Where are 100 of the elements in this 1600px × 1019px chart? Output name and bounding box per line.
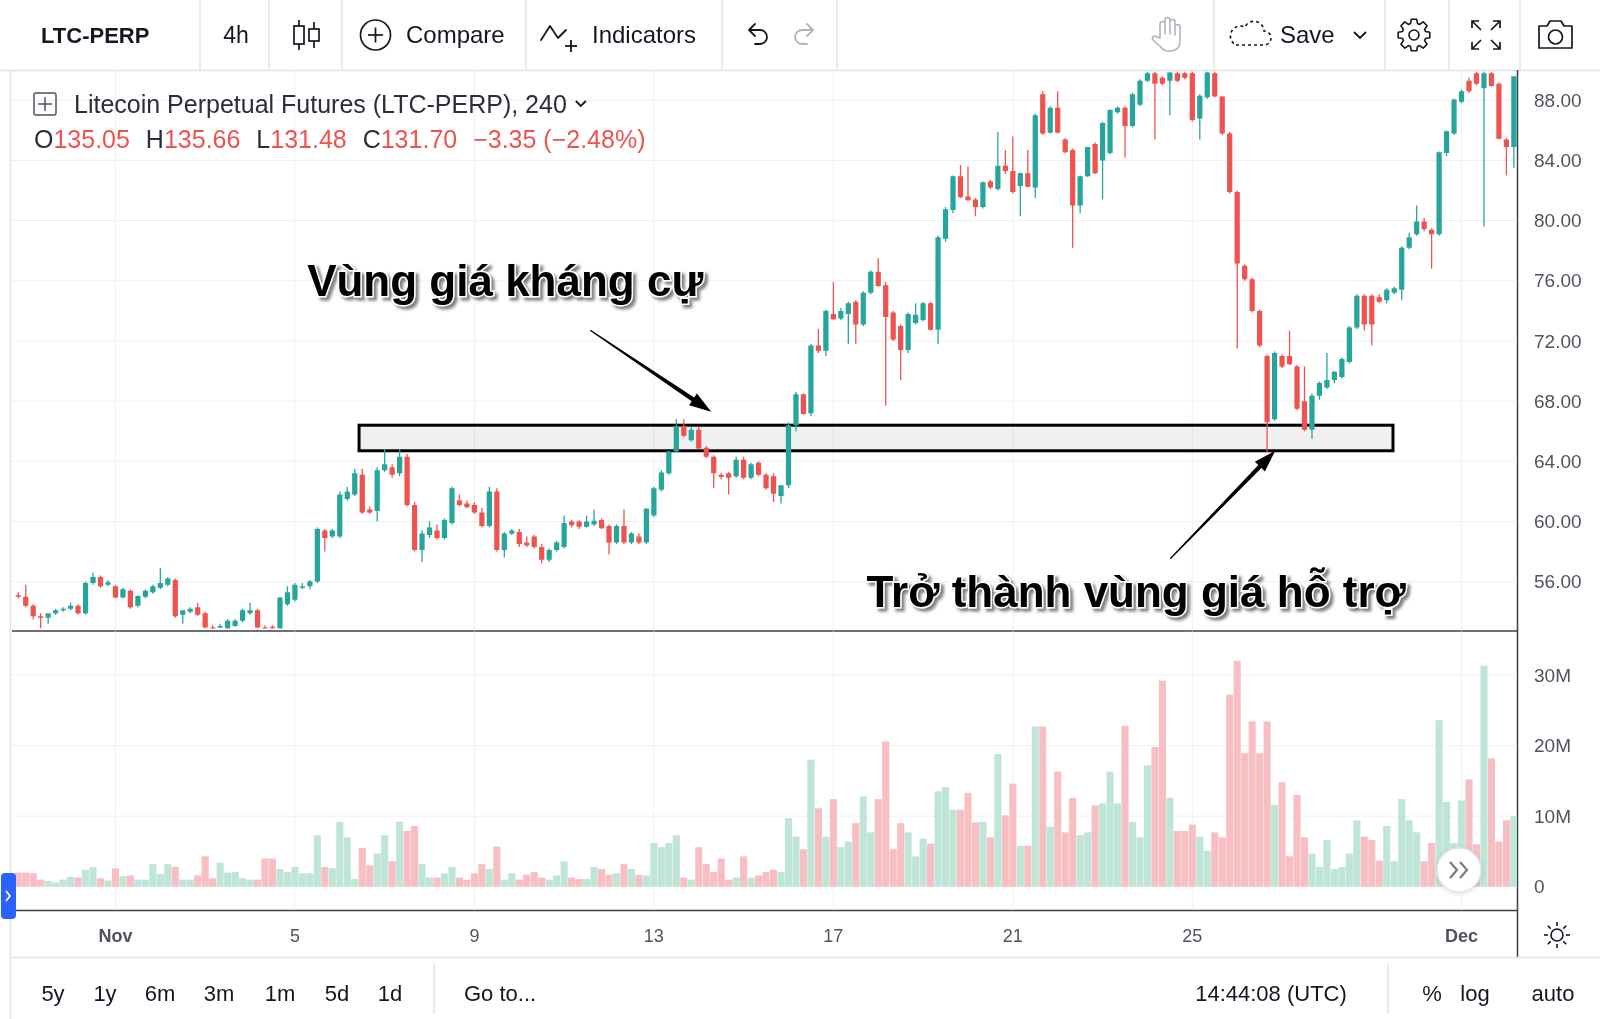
bar: [612, 873, 621, 887]
bar: [1039, 726, 1047, 887]
candlestick: [1436, 151, 1442, 236]
bar: [799, 849, 807, 887]
annotation: Vùng giá kháng cự: [307, 256, 704, 306]
bar: [126, 875, 134, 887]
bar: [1046, 826, 1054, 887]
bar: [979, 821, 987, 887]
bar: [1166, 797, 1174, 887]
bar: [747, 877, 755, 887]
text: Go to...: [464, 981, 537, 1006]
x-tick-label: Nov: [98, 926, 133, 946]
bar: [807, 759, 815, 887]
bar: [620, 864, 628, 887]
text: 1d: [377, 981, 403, 1006]
text: %: [1422, 981, 1442, 1006]
candlestick: [389, 464, 395, 478]
candlestick: [105, 580, 111, 587]
y-tick-label: 64.00: [1534, 450, 1582, 472]
bar: [396, 821, 404, 887]
y-tick-label: 68.00: [1534, 390, 1582, 412]
candlestick: [1264, 354, 1270, 453]
text: log: [1460, 981, 1490, 1006]
candlestick: [404, 453, 410, 507]
y-tick-label: 30M: [1534, 664, 1571, 686]
text: O135.05 H135.66 L131.48 C131.70 −3.35 (−2.48%): [34, 125, 646, 153]
candlestick: [292, 583, 298, 602]
candlestick: [995, 131, 1001, 191]
candlestick: [935, 235, 941, 344]
candlestick: [449, 486, 455, 525]
candlestick: [621, 509, 627, 545]
bar: [1121, 725, 1129, 887]
candlestick: [651, 486, 657, 517]
y-tick-label: 0: [1534, 876, 1545, 898]
candlestick: [419, 530, 425, 563]
text: 4h: [223, 22, 249, 48]
candlestick: [1152, 71, 1158, 140]
text: Indicators: [592, 21, 697, 48]
y-tick-label: 10M: [1534, 805, 1571, 827]
bar: [822, 836, 830, 887]
bar: [96, 878, 105, 887]
text: Save: [1280, 21, 1335, 48]
candlestick: [748, 462, 754, 480]
text: auto: [1531, 981, 1575, 1006]
candlestick: [1294, 365, 1300, 411]
y-tick-label: 56.00: [1534, 571, 1582, 593]
text: 3m: [203, 981, 235, 1006]
candlestick: [1107, 109, 1113, 155]
candlestick: [1451, 98, 1457, 135]
candlestick: [1324, 353, 1330, 390]
bar: [1016, 845, 1024, 887]
bar: [74, 877, 82, 887]
bar: [814, 808, 822, 887]
bar: [986, 837, 994, 887]
text: 14:44:08 (UTC): [1195, 981, 1347, 1006]
text: LTC-PERP: [41, 23, 150, 48]
candlestick: [307, 580, 313, 590]
candlestick: [479, 507, 485, 528]
y-tick-label: 20M: [1534, 735, 1571, 757]
x-tick-label: Dec: [1445, 926, 1479, 946]
bar: [111, 868, 119, 887]
bar: [119, 876, 127, 887]
candlestick: [763, 473, 769, 490]
bar: [1480, 665, 1488, 887]
bar: [635, 874, 643, 887]
candlestick: [980, 181, 986, 209]
y-tick-label: 76.00: [1534, 270, 1582, 292]
candlestick: [45, 613, 51, 624]
candlestick: [1496, 82, 1502, 140]
candlestick: [793, 392, 799, 432]
y-tick-label: 84.00: [1534, 150, 1582, 172]
candlestick: [434, 524, 440, 540]
candlestick: [247, 602, 253, 615]
bar: [994, 753, 1002, 887]
x-tick-label: 25: [1182, 926, 1203, 946]
candlestick: [1481, 71, 1487, 227]
candlestick: [277, 596, 283, 629]
y-tick-label: 60.00: [1534, 511, 1582, 533]
candlestick: [262, 625, 268, 629]
candlestick: [1466, 77, 1472, 93]
candlestick: [1511, 76, 1517, 169]
text: Litecoin Perpetual Futures (LTC-PERP), 240: [74, 90, 567, 118]
bar: [852, 823, 860, 887]
text: 6m: [144, 981, 176, 1006]
bar: [680, 877, 688, 887]
candlestick: [90, 572, 96, 585]
candlestick: [75, 604, 81, 615]
candlestick: [232, 619, 238, 627]
candlestick: [1167, 71, 1173, 116]
bar: [1031, 726, 1039, 887]
annotation: Trở thành vùng giá hỗ trợ: [866, 566, 1407, 616]
bar: [627, 869, 635, 887]
candlestick: [464, 500, 470, 508]
x-tick-label: 17: [823, 926, 844, 946]
y-tick-label: 88.00: [1534, 89, 1582, 111]
candlestick: [808, 343, 814, 417]
candlestick: [591, 509, 597, 526]
candlestick: [576, 519, 582, 529]
candlestick: [1137, 79, 1143, 107]
text: 1m: [264, 981, 296, 1006]
